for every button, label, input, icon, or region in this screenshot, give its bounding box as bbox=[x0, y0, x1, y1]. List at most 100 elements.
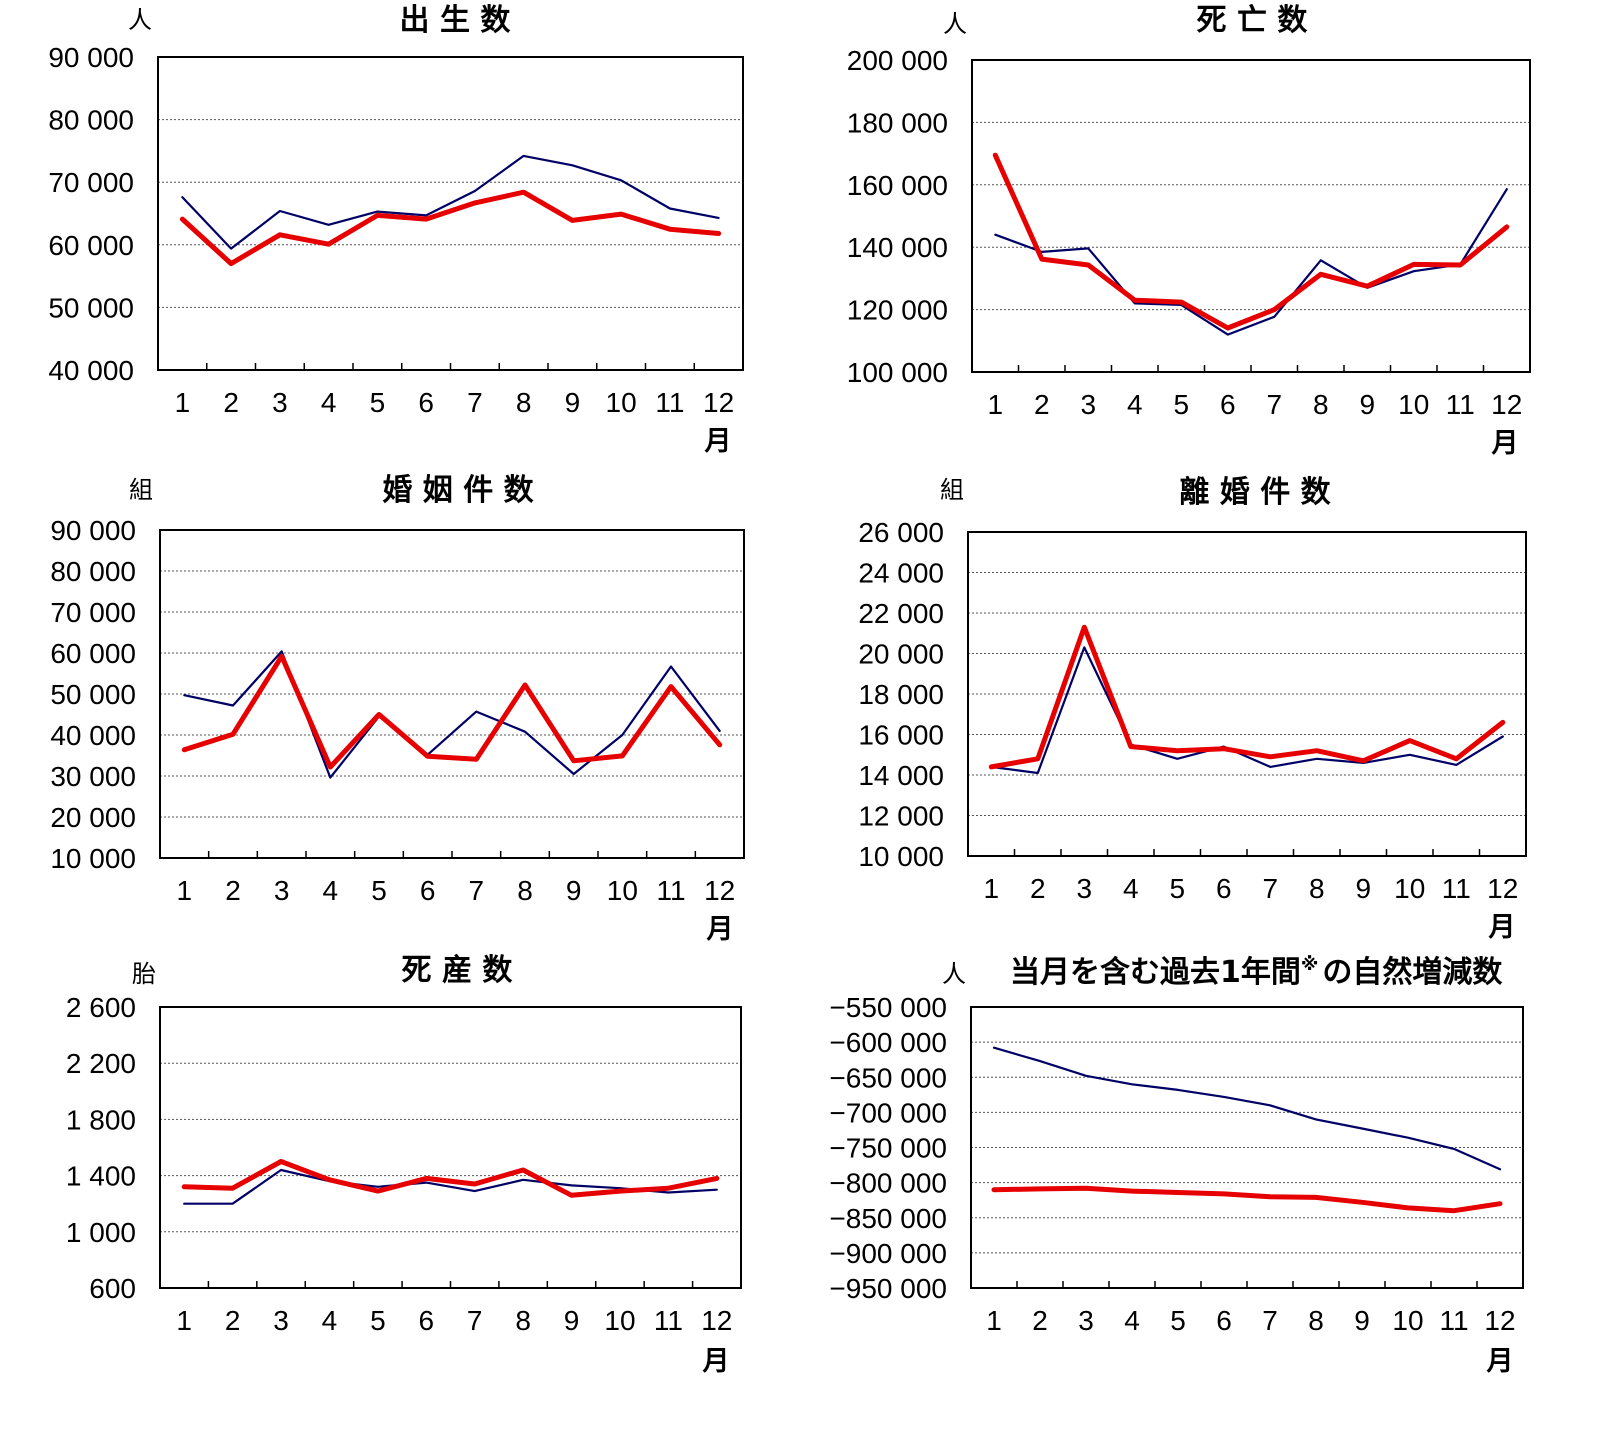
chart-title: 死 産 数 bbox=[402, 953, 514, 988]
y-unit-label: 人 bbox=[943, 10, 967, 38]
x-tick-label: 4 bbox=[322, 1305, 338, 1336]
x-axis-label: 月 bbox=[702, 1346, 730, 1377]
x-tick-label: 11 bbox=[654, 1305, 683, 1336]
x-tick-label: 7 bbox=[1262, 1305, 1278, 1336]
x-tick-label: 6 bbox=[420, 875, 436, 906]
x-axis-label: 月 bbox=[704, 426, 732, 457]
x-tick-label: 8 bbox=[1313, 389, 1329, 420]
y-unit-label: 胎 bbox=[132, 960, 156, 988]
y-tick-label: 20 000 bbox=[858, 639, 944, 670]
x-tick-label: 8 bbox=[517, 875, 533, 906]
x-tick-label: 12 bbox=[704, 875, 735, 906]
series-line-navy bbox=[994, 188, 1508, 336]
x-tick-label: 6 bbox=[1220, 389, 1236, 420]
x-tick-label: 5 bbox=[371, 875, 387, 906]
x-tick-label: 7 bbox=[1266, 389, 1282, 420]
y-tick-label: 18 000 bbox=[858, 679, 944, 710]
y-tick-label: −600 000 bbox=[829, 1027, 947, 1058]
x-tick-label: 11 bbox=[1439, 1305, 1468, 1336]
chart-3: 10 000 20 000 30 000 40 000 50 000 60 000 70 0… bbox=[50, 473, 745, 945]
x-tick-label: 10 bbox=[607, 875, 638, 906]
y-tick-label: 160 000 bbox=[847, 170, 948, 201]
y-tick-label: 16 000 bbox=[858, 720, 944, 751]
x-tick-label: 1 bbox=[176, 1305, 192, 1336]
x-tick-label: 5 bbox=[1169, 873, 1185, 904]
y-unit-label: 組 bbox=[940, 476, 964, 504]
y-tick-label: 30 000 bbox=[50, 761, 136, 792]
y-tick-label: 80 000 bbox=[48, 105, 134, 136]
x-tick-label: 4 bbox=[321, 387, 337, 418]
y-tick-label: 140 000 bbox=[847, 232, 948, 263]
x-tick-label: 9 bbox=[1354, 1305, 1370, 1336]
x-tick-label: 12 bbox=[1491, 389, 1522, 420]
y-tick-label: 600 bbox=[89, 1273, 136, 1304]
y-tick-label: 1 000 bbox=[66, 1217, 136, 1248]
chart-2: 100 000 120 000 140 000 160 000 180 000 200 0… bbox=[847, 3, 1531, 459]
chart-4: 10 000 12 000 14 000 16 000 18 000 20 000 22 0… bbox=[858, 475, 1527, 943]
y-tick-label: −950 000 bbox=[829, 1273, 947, 1304]
y-tick-label: 50 000 bbox=[50, 679, 136, 710]
y-tick-label: −650 000 bbox=[829, 1062, 947, 1093]
x-tick-label: 2 bbox=[1030, 873, 1046, 904]
y-tick-label: 14 000 bbox=[858, 760, 944, 791]
y-tick-label: −700 000 bbox=[829, 1097, 947, 1128]
x-tick-label: 7 bbox=[1262, 873, 1278, 904]
y-tick-label: −550 000 bbox=[829, 992, 947, 1023]
y-tick-label: 2 200 bbox=[66, 1048, 136, 1079]
y-tick-label: 1 800 bbox=[66, 1104, 136, 1135]
chart-title: 出 生 数 bbox=[400, 3, 512, 38]
series-line-red bbox=[992, 152, 1510, 331]
chart-title: 当月を含む過去1年間※ の自然増減数 bbox=[1010, 954, 1503, 990]
x-tick-label: 1 bbox=[983, 873, 999, 904]
y-tick-label: 22 000 bbox=[858, 598, 944, 629]
y-tick-label: 100 000 bbox=[847, 357, 948, 388]
x-tick-label: 3 bbox=[272, 387, 288, 418]
x-tick-label: 6 bbox=[1216, 873, 1232, 904]
chart-6: −950 000 −900 000 −850 000 −800 000 −750 000… bbox=[829, 954, 1524, 1377]
plot-frame bbox=[967, 531, 1527, 857]
x-tick-label: 3 bbox=[274, 875, 290, 906]
x-tick-label: 7 bbox=[469, 875, 485, 906]
x-axis-label: 月 bbox=[1486, 1346, 1514, 1377]
series-line-red bbox=[181, 653, 723, 770]
x-tick-label: 12 bbox=[1487, 873, 1518, 904]
y-tick-label: 20 000 bbox=[50, 802, 136, 833]
y-tick-label: −750 000 bbox=[829, 1133, 947, 1164]
series-line-red bbox=[991, 1185, 1503, 1214]
series-line-navy bbox=[990, 646, 1504, 775]
x-tick-label: 3 bbox=[1076, 873, 1092, 904]
y-tick-label: 40 000 bbox=[48, 355, 134, 386]
x-tick-label: 3 bbox=[1080, 389, 1096, 420]
y-tick-label: 2 600 bbox=[66, 992, 136, 1023]
x-tick-label: 8 bbox=[516, 387, 532, 418]
x-axis-label: 月 bbox=[706, 914, 734, 945]
x-tick-label: 11 bbox=[656, 875, 685, 906]
y-unit-label: 人 bbox=[942, 960, 966, 988]
x-tick-label: 3 bbox=[1078, 1305, 1094, 1336]
series-line-red bbox=[988, 624, 1506, 770]
x-tick-label: 4 bbox=[1124, 1305, 1140, 1336]
x-tick-label: 1 bbox=[175, 387, 191, 418]
y-tick-label: 24 000 bbox=[858, 558, 944, 589]
y-tick-label: 10 000 bbox=[50, 843, 136, 874]
x-tick-label: 9 bbox=[566, 875, 582, 906]
x-tick-label: 11 bbox=[1446, 389, 1475, 420]
x-tick-label: 4 bbox=[323, 875, 339, 906]
x-tick-label: 6 bbox=[419, 1305, 435, 1336]
x-tick-label: 10 bbox=[1392, 1305, 1423, 1336]
series-line-navy bbox=[181, 154, 720, 250]
x-tick-label: 2 bbox=[1034, 389, 1050, 420]
x-tick-label: 2 bbox=[223, 387, 239, 418]
x-axis-label: 月 bbox=[1488, 912, 1516, 943]
x-tick-label: 6 bbox=[418, 387, 434, 418]
x-tick-label: 8 bbox=[1308, 1305, 1324, 1336]
x-tick-label: 8 bbox=[515, 1305, 531, 1336]
x-tick-label: 9 bbox=[564, 1305, 580, 1336]
plot-frame bbox=[159, 1006, 742, 1289]
y-tick-label: 60 000 bbox=[50, 638, 136, 669]
y-tick-label: 40 000 bbox=[50, 720, 136, 751]
x-tick-label: 12 bbox=[701, 1305, 732, 1336]
x-tick-label: 10 bbox=[1394, 873, 1425, 904]
